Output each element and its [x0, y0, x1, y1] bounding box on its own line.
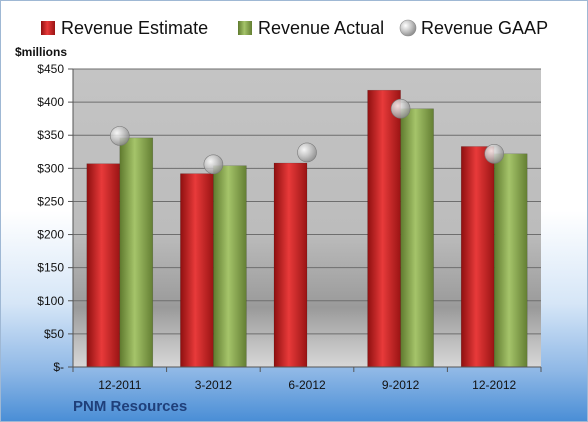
x-tick-label: 6-2012 [288, 378, 326, 392]
bars [86, 89, 528, 368]
bar-revenue-estimate [180, 173, 214, 368]
bar-revenue-estimate [367, 89, 401, 368]
gaap-marker [203, 154, 224, 175]
y-tick-label: $100 [37, 294, 64, 308]
x-axis: 12-2011 3-2012 6-2012 9-2012 12-2012 [72, 366, 542, 392]
gaap-markers [110, 98, 505, 175]
bar-revenue-actual [213, 165, 247, 368]
bar-revenue-actual [119, 137, 154, 368]
x-tick-label: 12-2012 [472, 378, 516, 392]
bar-revenue-estimate [460, 146, 495, 368]
gaap-marker [297, 142, 317, 163]
y-tick-label: $250 [37, 194, 64, 208]
y-tick-label: $300 [37, 161, 64, 175]
bar-revenue-estimate [86, 163, 121, 368]
y-tick-label: $400 [37, 95, 64, 109]
y-tick-label: $150 [37, 261, 64, 275]
legend-swatch [41, 21, 55, 35]
y-axis: $- $50 $100 $150 $200 $250 $300 $350 $400 $450 [37, 62, 74, 374]
y-tick-label: $350 [37, 128, 64, 142]
legend-swatch [238, 21, 252, 35]
legend-label: Revenue Estimate [61, 18, 208, 38]
x-tick-label: 3-2012 [195, 378, 233, 392]
x-tick-label: 12-2011 [98, 378, 141, 392]
y-tick-label: $450 [37, 62, 64, 76]
legend-label: Revenue Actual [258, 18, 384, 38]
legend-label: Revenue GAAP [421, 18, 548, 38]
unit-label: $millions [15, 45, 67, 59]
bar-revenue-estimate [273, 162, 308, 368]
x-tick-label: 9-2012 [382, 378, 420, 392]
y-tick-label: $- [53, 360, 64, 374]
bar-revenue-actual [400, 108, 434, 368]
gaap-marker [484, 143, 505, 164]
y-tick-label: $50 [44, 327, 64, 341]
gaap-marker [110, 126, 130, 146]
gaap-marker [390, 98, 411, 119]
legend-swatch [399, 19, 417, 37]
y-tick-label: $200 [37, 228, 64, 242]
legend: Revenue Estimate Revenue Actual Revenue GA… [41, 18, 548, 38]
bar-revenue-actual [493, 153, 528, 368]
company-name: PNM Resources [73, 398, 187, 415]
